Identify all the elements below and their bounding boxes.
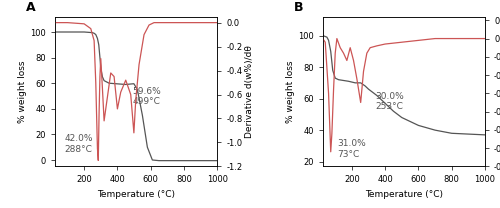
Text: 59.6%
499°C: 59.6% 499°C	[132, 87, 161, 106]
Y-axis label: Derivative d(w%)/dθ: Derivative d(w%)/dθ	[246, 45, 254, 138]
X-axis label: Temperature (°C): Temperature (°C)	[365, 190, 443, 199]
Text: 30.0%
253°C: 30.0% 253°C	[375, 92, 404, 111]
Text: 42.0%
288°C: 42.0% 288°C	[64, 134, 92, 154]
Text: B: B	[294, 1, 303, 14]
X-axis label: Temperature (°C): Temperature (°C)	[97, 190, 175, 199]
Text: 31.0%
73°C: 31.0% 73°C	[337, 139, 366, 158]
Y-axis label: % weight loss: % weight loss	[286, 60, 295, 123]
Text: A: A	[26, 1, 36, 14]
Y-axis label: % weight loss: % weight loss	[18, 60, 28, 123]
